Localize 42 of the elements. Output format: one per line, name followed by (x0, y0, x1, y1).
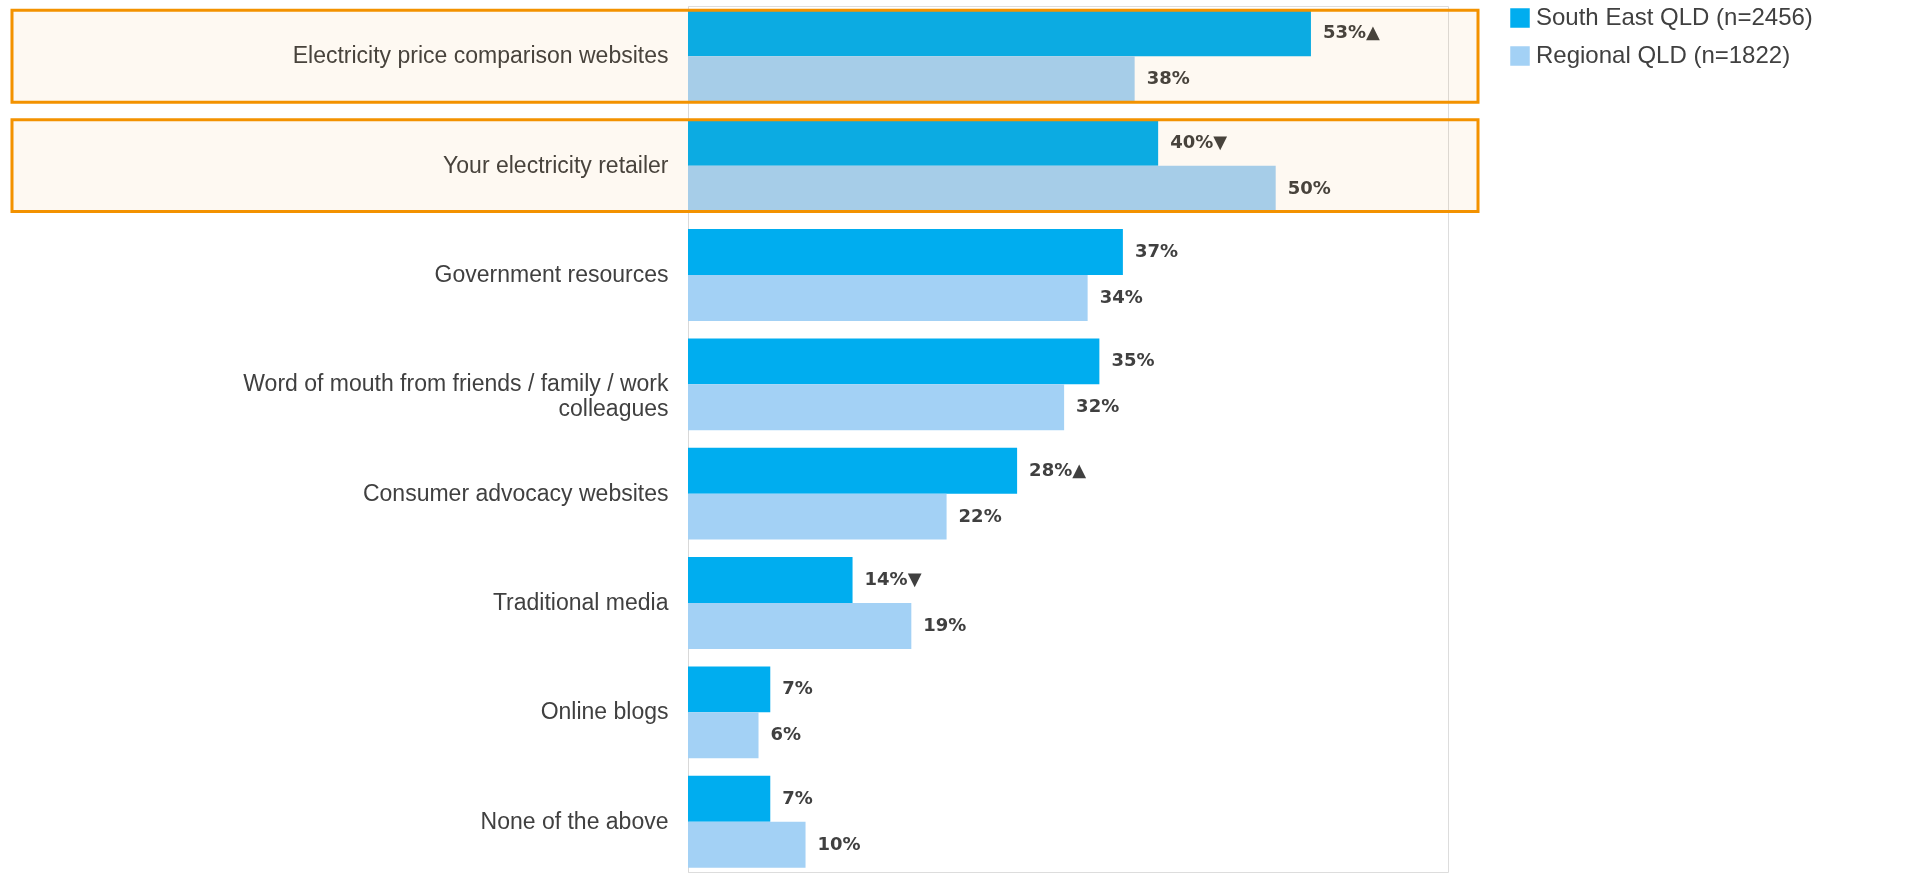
data-label: 38% (1146, 67, 1190, 89)
data-label: 7% (782, 786, 813, 808)
y-tick-label: Traditional media (492, 589, 669, 616)
bar (688, 384, 1065, 431)
data-label: 10% (817, 832, 861, 854)
bar (688, 274, 1088, 321)
y-tick-label: Online blogs (540, 698, 669, 725)
bar (688, 56, 1135, 103)
y-tick-label: Consumer advocacy websites (362, 479, 669, 506)
data-label: 53%▲ (1322, 21, 1381, 43)
data-label: 19% (923, 613, 967, 635)
bar (688, 712, 759, 759)
bar (688, 119, 1159, 166)
y-tick-label: None of the above (480, 807, 669, 834)
bar (688, 338, 1100, 385)
y-tick-label: Electricity price comparison websites (292, 42, 669, 69)
data-label: 7% (782, 677, 813, 699)
bar (688, 10, 1311, 57)
data-label: 40%▼ (1170, 130, 1228, 152)
data-label: 14%▼ (864, 568, 922, 590)
data-label: 35% (1111, 349, 1155, 371)
bar (688, 165, 1276, 212)
bar (688, 775, 771, 822)
bar (688, 666, 771, 713)
legend-label: South East QLD (n=2456) (1536, 3, 1813, 30)
legend-label: Regional QLD (n=1822) (1536, 41, 1791, 68)
bar (688, 493, 947, 540)
bar (688, 447, 1018, 494)
data-label: 37% (1134, 240, 1178, 262)
data-label: 34% (1099, 285, 1143, 307)
bar (688, 229, 1123, 275)
bar (688, 557, 853, 604)
y-tick-label: Government resources (434, 260, 669, 287)
bar (688, 603, 912, 649)
bar (688, 821, 806, 868)
data-label: 50% (1287, 176, 1331, 198)
data-label: 6% (770, 723, 802, 745)
data-label: 32% (1076, 395, 1120, 417)
data-label: 28%▲ (1029, 458, 1087, 480)
y-tick-label: Your electricity retailer (443, 151, 669, 178)
data-label: 22% (958, 504, 1002, 526)
y-tick-label: Word of mouth from friends / family / work colleagues (243, 370, 669, 422)
